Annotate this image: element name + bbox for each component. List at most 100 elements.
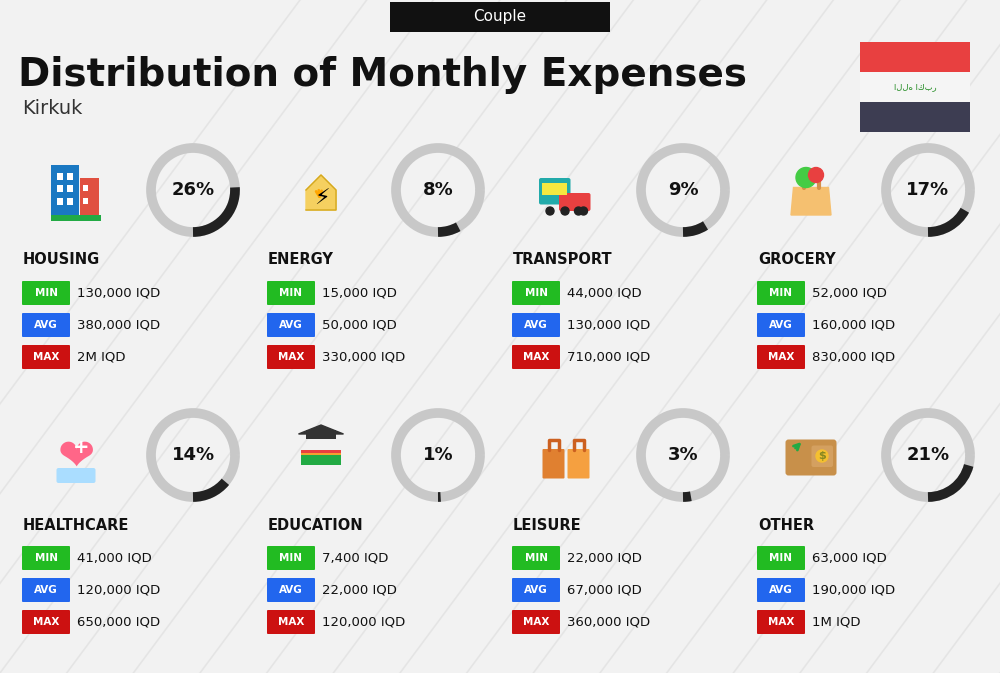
- Text: Kirkuk: Kirkuk: [22, 98, 82, 118]
- Text: GROCERY: GROCERY: [758, 252, 836, 267]
- FancyBboxPatch shape: [860, 42, 970, 72]
- FancyBboxPatch shape: [57, 197, 63, 205]
- FancyBboxPatch shape: [267, 345, 315, 369]
- Text: 8%: 8%: [423, 181, 453, 199]
- Text: MAX: MAX: [33, 352, 59, 362]
- Text: AVG: AVG: [279, 585, 303, 595]
- Text: 1M IQD: 1M IQD: [812, 616, 860, 629]
- Text: 650,000 IQD: 650,000 IQD: [77, 616, 160, 629]
- Text: AVG: AVG: [524, 585, 548, 595]
- Polygon shape: [298, 425, 344, 434]
- Text: MIN: MIN: [34, 288, 58, 298]
- Text: 710,000 IQD: 710,000 IQD: [567, 351, 650, 363]
- FancyBboxPatch shape: [301, 455, 341, 465]
- Text: 7,400 IQD: 7,400 IQD: [322, 551, 388, 565]
- FancyBboxPatch shape: [83, 197, 88, 203]
- Text: ENERGY: ENERGY: [268, 252, 334, 267]
- Text: 21%: 21%: [906, 446, 950, 464]
- FancyBboxPatch shape: [22, 546, 70, 570]
- Text: 2M IQD: 2M IQD: [77, 351, 126, 363]
- FancyBboxPatch shape: [67, 197, 73, 205]
- FancyBboxPatch shape: [22, 345, 70, 369]
- FancyBboxPatch shape: [267, 313, 315, 337]
- Text: AVG: AVG: [34, 585, 58, 595]
- Text: AVG: AVG: [524, 320, 548, 330]
- FancyBboxPatch shape: [57, 185, 63, 192]
- Text: 130,000 IQD: 130,000 IQD: [567, 318, 650, 332]
- Text: AVG: AVG: [769, 585, 793, 595]
- Text: +: +: [73, 438, 89, 457]
- Text: 26%: 26%: [171, 181, 215, 199]
- Text: 130,000 IQD: 130,000 IQD: [77, 287, 160, 299]
- FancyBboxPatch shape: [56, 468, 96, 483]
- Text: 9%: 9%: [668, 181, 698, 199]
- Text: Couple: Couple: [473, 9, 527, 24]
- FancyBboxPatch shape: [542, 182, 567, 195]
- Text: 67,000 IQD: 67,000 IQD: [567, 583, 642, 596]
- Text: LEISURE: LEISURE: [513, 518, 582, 532]
- FancyBboxPatch shape: [390, 2, 610, 32]
- Text: 22,000 IQD: 22,000 IQD: [322, 583, 397, 596]
- Text: MIN: MIN: [524, 288, 548, 298]
- FancyBboxPatch shape: [757, 345, 805, 369]
- Text: MIN: MIN: [770, 288, 792, 298]
- FancyBboxPatch shape: [559, 193, 590, 211]
- Text: 52,000 IQD: 52,000 IQD: [812, 287, 887, 299]
- FancyBboxPatch shape: [786, 439, 836, 476]
- FancyBboxPatch shape: [512, 313, 560, 337]
- FancyBboxPatch shape: [757, 610, 805, 634]
- Text: MIN: MIN: [280, 288, 302, 298]
- FancyBboxPatch shape: [22, 281, 70, 305]
- Text: 63,000 IQD: 63,000 IQD: [812, 551, 887, 565]
- Text: 330,000 IQD: 330,000 IQD: [322, 351, 405, 363]
- Text: MAX: MAX: [768, 617, 794, 627]
- FancyBboxPatch shape: [757, 546, 805, 570]
- FancyBboxPatch shape: [512, 578, 560, 602]
- FancyBboxPatch shape: [22, 610, 70, 634]
- Text: AVG: AVG: [769, 320, 793, 330]
- FancyBboxPatch shape: [568, 449, 590, 479]
- FancyBboxPatch shape: [80, 178, 99, 215]
- Text: MAX: MAX: [768, 352, 794, 362]
- Text: MAX: MAX: [523, 352, 549, 362]
- Circle shape: [574, 207, 582, 215]
- Polygon shape: [306, 175, 336, 210]
- Text: 44,000 IQD: 44,000 IQD: [567, 287, 642, 299]
- Text: MIN: MIN: [34, 553, 58, 563]
- Text: 120,000 IQD: 120,000 IQD: [322, 616, 405, 629]
- FancyBboxPatch shape: [757, 313, 805, 337]
- Text: TRANSPORT: TRANSPORT: [513, 252, 613, 267]
- Text: 50,000 IQD: 50,000 IQD: [322, 318, 397, 332]
- Circle shape: [561, 207, 569, 215]
- FancyBboxPatch shape: [860, 72, 970, 102]
- Text: ⚡: ⚡: [314, 189, 330, 209]
- Text: AVG: AVG: [279, 320, 303, 330]
- Text: 17%: 17%: [906, 181, 950, 199]
- FancyBboxPatch shape: [51, 165, 78, 215]
- Text: MAX: MAX: [278, 352, 304, 362]
- Text: 160,000 IQD: 160,000 IQD: [812, 318, 895, 332]
- Text: الله اكبر: الله اكبر: [894, 83, 936, 92]
- Text: MAX: MAX: [33, 617, 59, 627]
- Circle shape: [796, 168, 816, 188]
- FancyBboxPatch shape: [51, 215, 101, 221]
- FancyBboxPatch shape: [83, 185, 88, 191]
- Text: 120,000 IQD: 120,000 IQD: [77, 583, 160, 596]
- Text: MIN: MIN: [524, 553, 548, 563]
- FancyBboxPatch shape: [542, 449, 564, 479]
- Text: 3%: 3%: [668, 446, 698, 464]
- Text: 41,000 IQD: 41,000 IQD: [77, 551, 152, 565]
- Text: $: $: [818, 451, 826, 461]
- FancyBboxPatch shape: [22, 578, 70, 602]
- Text: 1%: 1%: [423, 446, 453, 464]
- Circle shape: [808, 168, 824, 182]
- Text: 830,000 IQD: 830,000 IQD: [812, 351, 895, 363]
- Text: 360,000 IQD: 360,000 IQD: [567, 616, 650, 629]
- FancyBboxPatch shape: [22, 313, 70, 337]
- FancyBboxPatch shape: [539, 178, 570, 205]
- Text: 380,000 IQD: 380,000 IQD: [77, 318, 160, 332]
- FancyBboxPatch shape: [267, 546, 315, 570]
- FancyBboxPatch shape: [512, 546, 560, 570]
- FancyBboxPatch shape: [57, 172, 63, 180]
- Text: MIN: MIN: [280, 553, 302, 563]
